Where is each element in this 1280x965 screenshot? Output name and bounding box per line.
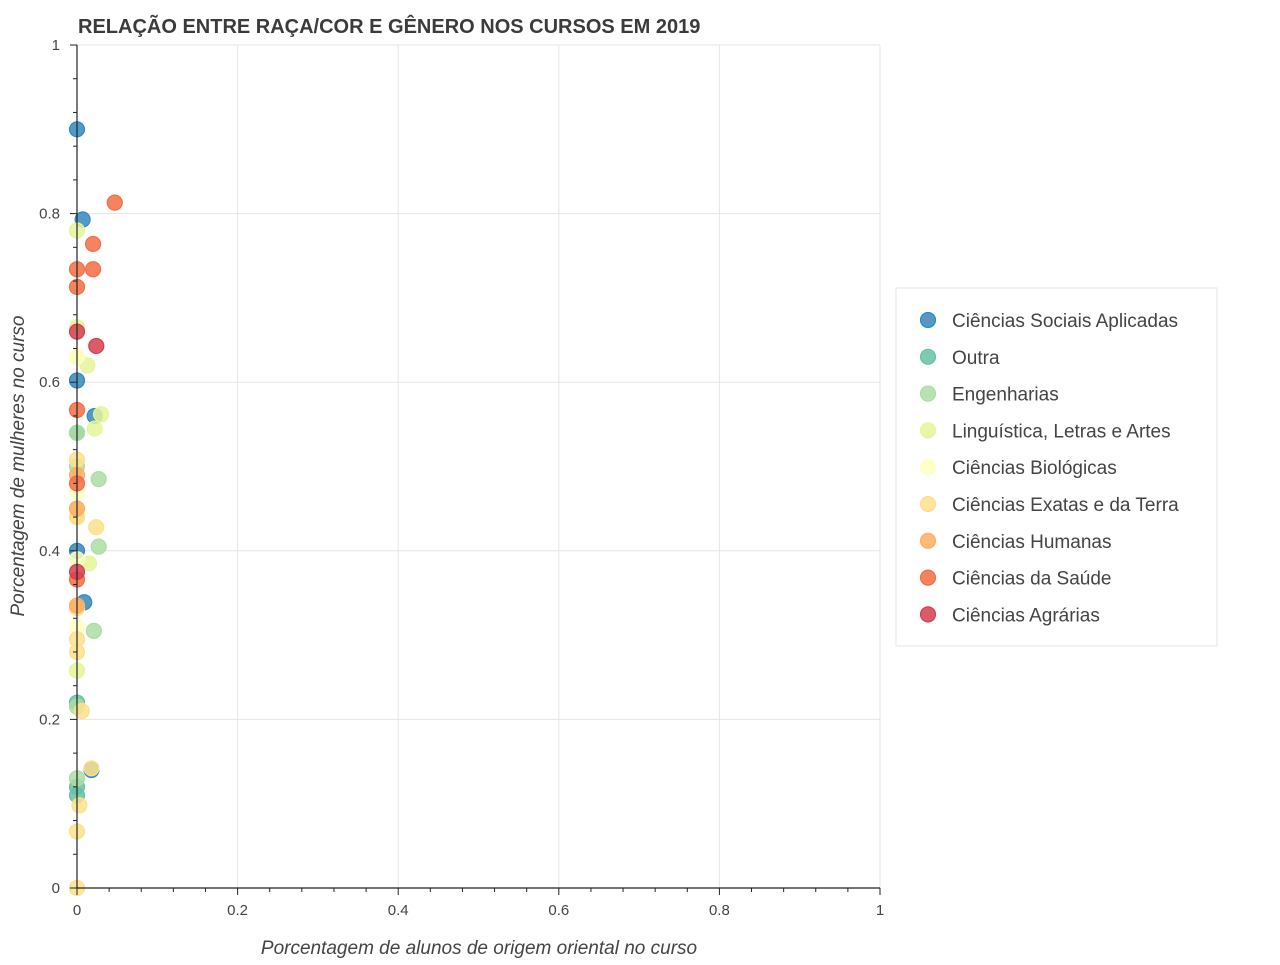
legend-marker [919,606,937,623]
y-tick-label: 0.4 [39,543,60,560]
data-point [71,797,88,814]
legend-label: Ciências Humanas [952,532,1111,553]
x-tick-label: 1 [876,902,884,919]
legend-label: Engenharias [952,385,1059,406]
y-axis-label: Porcentagem de mulheres no curso [8,316,29,617]
y-tick-label: 0.6 [39,374,60,391]
grid-lines [77,44,881,888]
x-tick-label: 0.8 [709,902,730,919]
data-point [106,194,123,211]
x-tick-label: 0 [73,902,81,919]
data-point [84,235,102,253]
legend-label: Linguística, Letras e Artes [952,421,1171,442]
y-tick-label: 0.8 [39,206,60,223]
data-point [83,760,100,777]
legend-marker [919,385,937,402]
legend-label: Ciências Biológicas [952,458,1117,479]
legend-marker [919,311,937,329]
legend-marker [919,459,937,476]
data-point [79,357,96,374]
legend-label: Ciências da Saúde [952,569,1112,590]
data-point [86,420,103,437]
x-axis-label: Porcentagem de alunos de origem oriental… [261,938,697,959]
legend-marker [919,348,937,365]
data-point [88,337,105,355]
legend-marker [919,495,937,513]
x-tick-label: 0.4 [388,902,409,919]
legend-marker [919,532,937,549]
y-tick-label: 0 [52,880,60,897]
legend-label: Outra [952,348,1000,369]
data-point [90,538,107,555]
x-tick-label: 0.2 [227,902,248,919]
data-point [85,622,102,639]
legend-marker [919,569,937,586]
data-point [84,261,102,278]
x-tick-label: 0.6 [548,902,569,919]
y-tick-label: 1 [52,37,60,54]
legend-box [895,287,1218,647]
data-point [88,519,105,536]
legend-label: Ciências Sociais Aplicadas [952,311,1178,332]
axes: 0 0.2 0.4 0.6 0.8 1 0 0.2 0.4 0.6 0.8 1 [39,37,884,919]
data-point [90,471,107,488]
y-tick-label: 0.2 [39,711,60,728]
data-point [73,702,90,720]
legend-label: Ciências Agrárias [952,605,1100,626]
chart-title: RELAÇÃO ENTRE RAÇA/COR E GÊNERO NOS CURS… [78,14,700,38]
legend-marker [919,422,937,439]
legend: Ciências Sociais Aplicadas Outra Engenhari… [895,287,1218,647]
legend-label: Ciências Exatas e da Terra [952,495,1179,516]
data-point [92,406,110,423]
